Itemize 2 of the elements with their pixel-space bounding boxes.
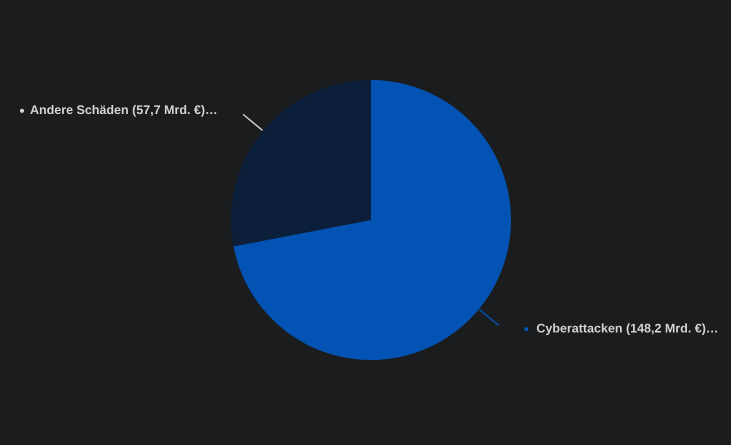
slice-label: Andere Schäden (57,7 Mrd. €)…: [30, 104, 216, 117]
legend-label: Cyberattacken (148,2 Mrd. €)…: [536, 323, 717, 336]
